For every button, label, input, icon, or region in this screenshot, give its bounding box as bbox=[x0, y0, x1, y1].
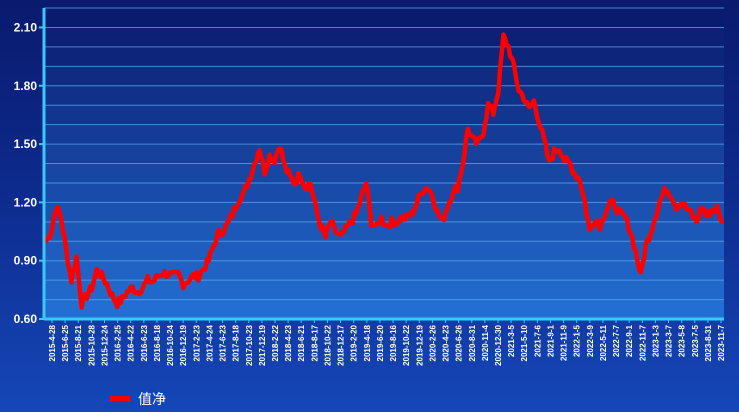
y-tick-label: 1.50 bbox=[14, 137, 38, 151]
x-tick-label: 2017-10-23 bbox=[245, 324, 254, 365]
x-tick-label: 2018-8-17 bbox=[310, 324, 319, 361]
plot-band bbox=[44, 144, 724, 164]
plot-band bbox=[44, 163, 724, 184]
x-tick-label: 2020-4-23 bbox=[442, 324, 451, 361]
x-tick-label: 2018-12-17 bbox=[337, 324, 346, 365]
x-tick-label: 2020-2-26 bbox=[428, 324, 437, 361]
x-tick-label: 2023-8-31 bbox=[704, 324, 713, 361]
series-layer bbox=[43, 32, 725, 310]
x-tick-label: 2018-6-21 bbox=[297, 324, 306, 361]
x-tick-label: 2023-3-7 bbox=[665, 324, 674, 357]
y-tick-label: 1.20 bbox=[14, 195, 38, 209]
x-tick-label: 2022-11-7 bbox=[638, 324, 647, 361]
plot-band bbox=[44, 105, 724, 126]
x-tick-label: 2023-7-5 bbox=[691, 324, 700, 357]
y-tick-label: 0.60 bbox=[14, 312, 38, 326]
x-tick-label: 2016-12-19 bbox=[179, 324, 188, 365]
x-tick-label: 2015-8-21 bbox=[74, 324, 83, 361]
plot-band bbox=[44, 66, 724, 87]
x-tick-label: 2015-6-25 bbox=[61, 324, 70, 361]
x-tick-label: 2020-8-31 bbox=[468, 324, 477, 361]
x-tick-label: 2017-2-23 bbox=[192, 324, 201, 361]
x-tick-label: 2015-10-28 bbox=[87, 324, 96, 365]
x-tick-label: 2018-2-22 bbox=[271, 324, 280, 361]
x-tick-label: 2021-11-9 bbox=[560, 324, 569, 361]
plot-band bbox=[44, 299, 724, 320]
x-tick-label: 2019-2-20 bbox=[350, 324, 359, 361]
x-tick-label: 2021-5-10 bbox=[520, 324, 529, 361]
plot-band bbox=[44, 260, 724, 281]
x-axis-ticks: 2015-4-28 2015-6-25 2015-8-21 2015-10-28 201… bbox=[48, 319, 726, 366]
x-tick-label: 2023-11-7 bbox=[717, 324, 726, 361]
x-tick-label: 2023-5-8 bbox=[678, 324, 687, 357]
plot-band bbox=[44, 221, 724, 242]
plot-band bbox=[44, 280, 724, 301]
series-line bbox=[43, 32, 725, 310]
x-tick-label: 2021-9-1 bbox=[546, 324, 555, 357]
x-tick-label: 2019-12-19 bbox=[415, 324, 424, 365]
x-tick-label: 2021-7-6 bbox=[533, 324, 542, 357]
x-tick-label: 2022-1-5 bbox=[573, 324, 582, 357]
x-tick-label: 2019-10-22 bbox=[402, 324, 411, 365]
x-tick-label: 2019-6-20 bbox=[376, 324, 385, 361]
x-tick-label: 2019-8-16 bbox=[389, 324, 398, 361]
x-tick-label: 2016-6-23 bbox=[140, 324, 149, 361]
x-tick-label: 2016-8-18 bbox=[153, 324, 162, 361]
plot-band bbox=[44, 8, 724, 28]
plot-band bbox=[44, 27, 724, 48]
plot-band bbox=[44, 46, 724, 67]
x-tick-label: 2019-4-18 bbox=[363, 324, 372, 361]
y-tick-label: 1.80 bbox=[14, 79, 38, 93]
x-tick-label: 2022-3-9 bbox=[586, 324, 595, 357]
x-tick-label: 2022-9-1 bbox=[625, 324, 634, 357]
x-tick-label: 2018-10-22 bbox=[323, 324, 332, 365]
y-tick-label: 2.10 bbox=[14, 20, 38, 34]
x-tick-label: 2017-12-19 bbox=[258, 324, 267, 365]
x-tick-label: 2018-4-23 bbox=[284, 324, 293, 361]
plot-band bbox=[44, 202, 724, 223]
x-tick-label: 2020-12-30 bbox=[494, 324, 503, 365]
x-tick-label: 2016-10-24 bbox=[166, 324, 175, 365]
x-tick-label: 2020-11-4 bbox=[481, 324, 490, 361]
x-tick-label: 2020-6-26 bbox=[455, 324, 464, 361]
x-tick-label: 2017-6-23 bbox=[219, 324, 228, 361]
x-tick-label: 2015-12-24 bbox=[100, 324, 109, 365]
legend-label: 值净 bbox=[138, 392, 166, 408]
x-tick-label: 2016-4-22 bbox=[127, 324, 136, 361]
x-tick-label: 2017-4-24 bbox=[205, 324, 214, 361]
legend: 值净 bbox=[110, 392, 166, 408]
legend-swatch bbox=[110, 396, 130, 401]
x-tick-label: 2021-3-5 bbox=[507, 324, 516, 357]
plot-band bbox=[44, 85, 724, 106]
y-tick-label: 0.90 bbox=[14, 254, 38, 268]
plot-band bbox=[44, 182, 724, 203]
x-tick-label: 2022-5-11 bbox=[599, 324, 608, 361]
x-tick-label: 2022-7-7 bbox=[612, 324, 621, 357]
plot-band bbox=[44, 241, 724, 262]
x-tick-label: 2017-8-18 bbox=[232, 324, 241, 361]
x-tick-label: 2016-2-25 bbox=[114, 324, 123, 361]
y-axis-ticks: 0.60 0.90 1.20 1.50 1.80 2.10 bbox=[14, 20, 44, 326]
x-tick-label: 2015-4-28 bbox=[48, 324, 57, 361]
plot-band bbox=[44, 124, 724, 145]
x-tick-label: 2023-1-3 bbox=[651, 324, 660, 357]
